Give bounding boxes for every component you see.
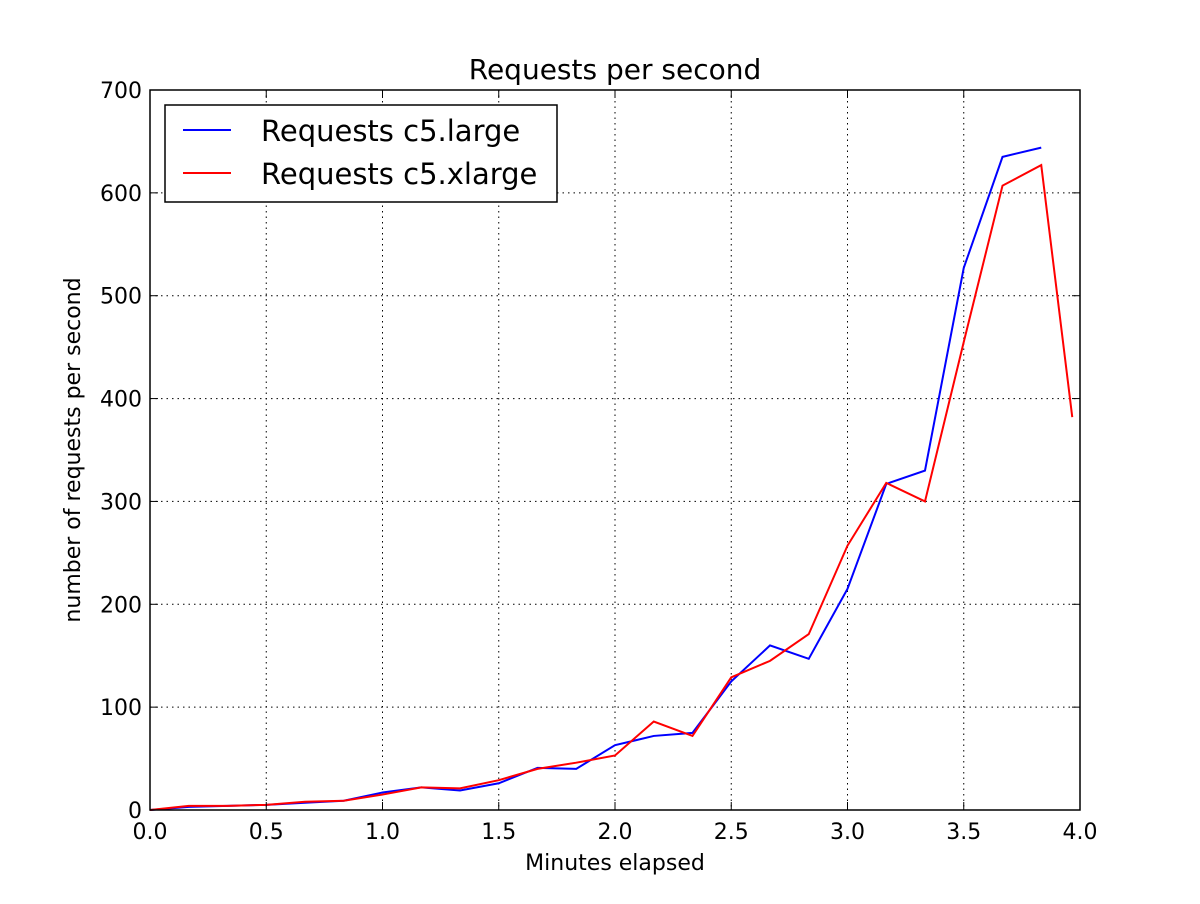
y-tick-label: 400 [100, 388, 142, 413]
legend: Requests c5.large Requests c5.xlarge [164, 104, 558, 203]
x-tick-label: 4.0 [1063, 820, 1098, 845]
y-tick-label: 100 [100, 696, 142, 721]
x-tick-label: 1.0 [365, 820, 400, 845]
y-tick-label: 300 [100, 490, 142, 515]
x-tick-label: 0.0 [133, 820, 168, 845]
y-tick-label: 500 [100, 285, 142, 310]
x-tick-label: 2.0 [598, 820, 633, 845]
x-tick-label: 2.5 [714, 820, 749, 845]
y-tick-label: 200 [100, 593, 142, 618]
x-tick-label: 3.5 [946, 820, 981, 845]
x-tick-label: 3.0 [830, 820, 865, 845]
x-axis-label: Minutes elapsed [525, 851, 705, 876]
series-lines [149, 146, 1074, 811]
y-tick-label: 600 [100, 182, 142, 207]
x-tick-label: 0.5 [249, 820, 284, 845]
series-line-c5-xlarge [149, 163, 1074, 811]
chart-title: Requests per second [469, 53, 762, 86]
legend-box [164, 104, 558, 203]
legend-label-c5-large: Requests c5.large [261, 114, 520, 148]
axis-ticks: 0.0 0.5 1.0 1.5 2.0 2.5 3.0 3.5 4.0 0 100 200 300 400… [100, 79, 1098, 845]
grid-lines [150, 90, 1080, 810]
y-tick-label: 700 [100, 79, 142, 104]
y-axis-label: number of requests per second [61, 277, 86, 622]
x-tick-label: 1.5 [481, 820, 516, 845]
y-tick-label: 0 [128, 799, 142, 824]
legend-label-c5-xlarge: Requests c5.xlarge [261, 157, 537, 191]
